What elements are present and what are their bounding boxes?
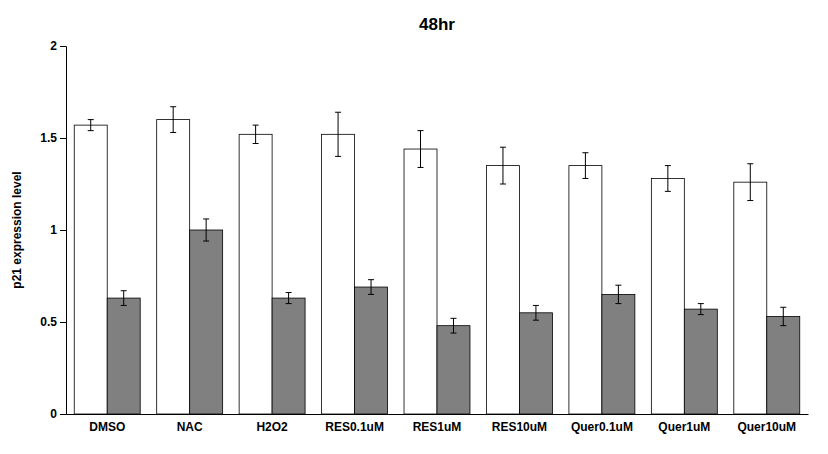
tick-label: 1.5 [40,131,57,145]
bar [767,316,800,414]
error-bar [533,305,539,320]
bar [190,230,223,414]
error-bar [121,291,127,306]
bar [651,178,684,414]
series [107,219,800,414]
tick-label: 0.5 [40,315,57,329]
tick-label: Quer1uM [658,420,710,434]
tick-label: Quer0.1uM [571,420,633,434]
error-bar [780,307,786,325]
tick: RES1uM [413,420,462,434]
tick: NAC [177,420,203,434]
tick: 2 [50,39,66,53]
bar [519,313,552,414]
error-bar [582,153,588,179]
bar [272,298,305,414]
error-bar [335,112,341,156]
tick: 0 [50,407,66,421]
bar [437,326,470,414]
axis-title: p21 expression level [10,171,24,288]
bar [684,309,717,414]
tick-label: NAC [177,420,203,434]
tick-label: 0 [50,407,57,421]
tick: 1.5 [40,131,66,145]
tick-label: 2 [50,39,57,53]
bar [74,125,107,414]
error-bar [665,166,671,192]
series [74,107,767,414]
bar [239,134,272,414]
marks [74,107,800,414]
tick: H2O2 [256,420,288,434]
bar [355,287,388,414]
bar [107,298,140,414]
error-bar [615,285,621,303]
tick-label: RES0.1uM [325,420,384,434]
tick-label: RES10uM [492,420,547,434]
bar [734,182,767,414]
tick: RES10uM [492,420,547,434]
tick: Quer1uM [658,420,710,434]
tick: Quer0.1uM [571,420,633,434]
bar [322,134,355,414]
error-bar [450,318,456,333]
y-axis: 0 0.5 1 1.5 2 [40,39,66,421]
bar [157,120,190,414]
error-bar [203,219,209,241]
error-bar [500,147,506,184]
error-bar [253,125,259,143]
title: 48hr [419,15,455,34]
tick: DMSO [89,420,125,434]
error-bar [368,280,374,295]
x-axis: DMSO NAC H2O2 RES0.1uM RES1uM RES10uM Quer0.1u… [67,415,809,434]
tick-label: H2O2 [256,420,288,434]
bar [486,166,519,414]
chart: 0 0.5 1 1.5 2 DMSO NAC H2O2 RES0.1uM RES1uM RES10u… [0,0,828,454]
tick: 1 [50,223,66,237]
bar [404,149,437,414]
tick-mark [60,322,66,323]
tick: Quer10uM [737,420,796,434]
tick: RES0.1uM [325,420,384,434]
tick-mark [60,138,66,139]
axis-line [67,414,809,415]
error-bar [170,107,176,133]
error-bar [286,293,292,304]
tick-label: RES1uM [413,420,462,434]
tick-mark [60,414,66,415]
tick-mark [60,46,66,47]
tick-label: DMSO [89,420,125,434]
tick-mark [60,230,66,231]
error-bar [747,164,753,201]
tick-label: Quer10uM [737,420,796,434]
tick: 0.5 [40,315,66,329]
bar [569,166,602,414]
error-bar [698,304,704,315]
axis-line [60,47,67,415]
error-bar [418,131,424,168]
bar [602,294,635,414]
error-bar [88,120,94,131]
tick-label: 1 [50,223,57,237]
plot: 0 0.5 1 1.5 2 DMSO NAC H2O2 RES0.1uM RES1uM RES10u… [40,39,808,433]
